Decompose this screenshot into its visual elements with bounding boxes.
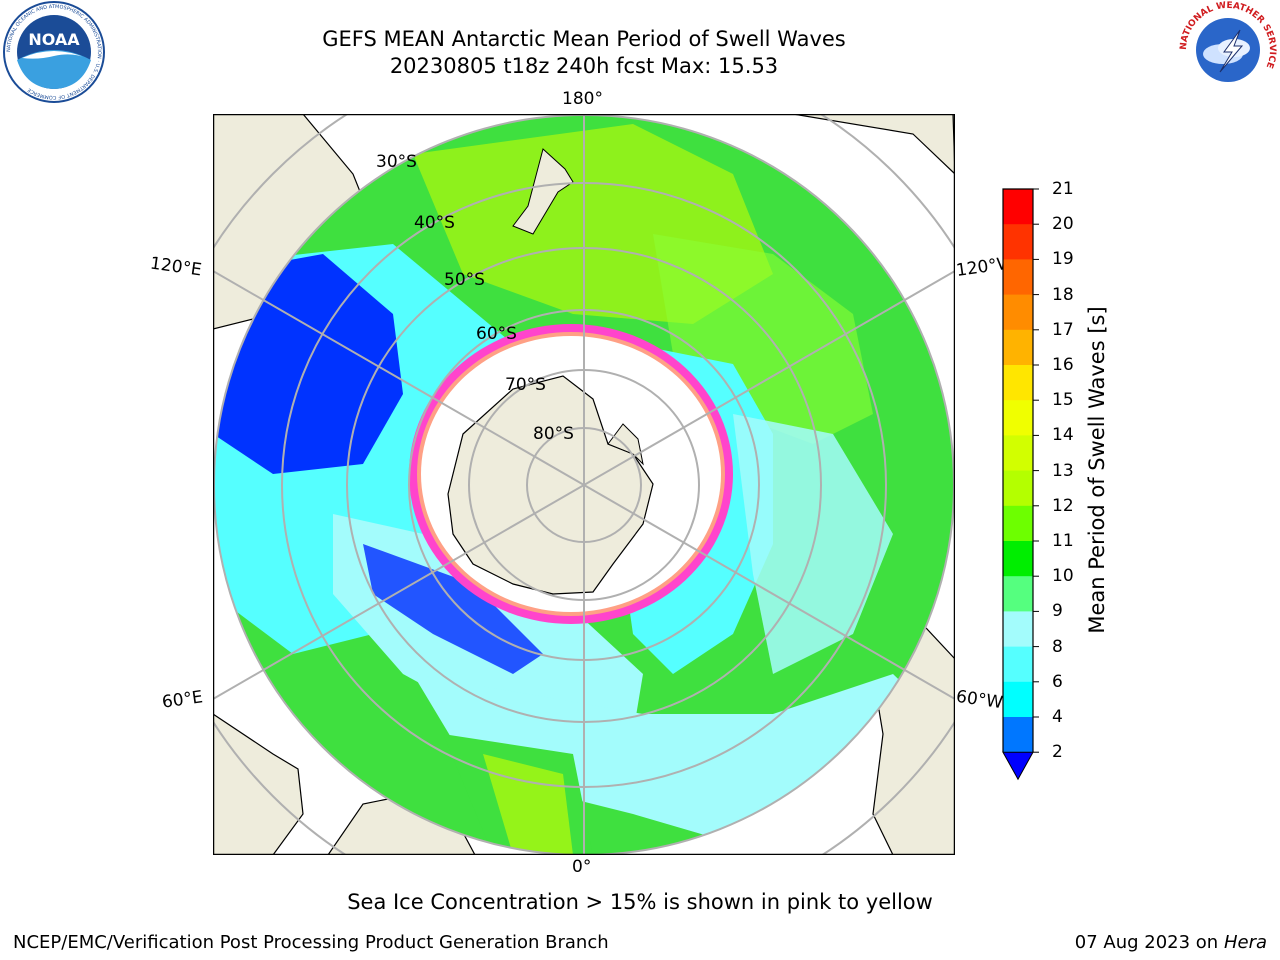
lat-label-60s: 60°S: [476, 324, 517, 344]
colorbar-bin: [1003, 611, 1033, 648]
colorbar-bin: [1003, 329, 1033, 366]
lat-label-80s: 80°S: [533, 424, 574, 444]
colorbar-bin: [1003, 717, 1033, 753]
footer-machine: Hera: [1223, 932, 1267, 953]
colorbar-tick-label: 9: [1052, 601, 1063, 622]
colorbar-tick-label: 2: [1052, 742, 1063, 763]
new-zealand: [512, 148, 574, 235]
colorbar-tick-label: 21: [1052, 179, 1074, 199]
colorbar-bin: [1003, 505, 1033, 542]
colorbar-tick-label: 11: [1052, 531, 1074, 551]
colorbar-bin: [1003, 224, 1033, 260]
colorbar-bin: [1003, 259, 1033, 296]
colorbar-bin: [1003, 435, 1033, 472]
colorbar-tick-label: 12: [1052, 495, 1074, 516]
colorbar-bin: [1003, 365, 1033, 401]
colorbar-bin: [1003, 681, 1033, 718]
colorbar-tick-label: 16: [1052, 355, 1074, 375]
colorbar-bin: [1003, 576, 1033, 612]
colorbar-tick-label: 10: [1052, 566, 1074, 587]
colorbar-tick-label: 13: [1052, 460, 1074, 481]
lat-label-70s: 70°S: [505, 375, 546, 395]
colorbar-tick-label: 4: [1052, 707, 1063, 727]
nws-logo: NATIONAL WEATHER SERVICE: [1179, 1, 1277, 98]
colorbar-bin: [1003, 470, 1033, 507]
noaa-logo-text: NOAA: [28, 30, 80, 49]
footer-date: 07 Aug 2023 on Hera: [1075, 932, 1267, 953]
lon-label-60e: 60°E: [160, 687, 205, 713]
lon-label-0: 0°: [572, 857, 592, 877]
caption: Sea Ice Concentration > 15% is shown in …: [0, 890, 1280, 914]
colorbar-tick-label: 20: [1052, 214, 1074, 235]
colorbar-tick-label: 17: [1052, 319, 1074, 340]
colorbar-tick-label: 6: [1052, 671, 1063, 692]
colorbar-bin: [1003, 294, 1033, 331]
colorbar-label: Mean Period of Swell Waves [s]: [1085, 306, 1109, 634]
footer-date-text: 07 Aug 2023 on: [1074, 932, 1219, 953]
chart-title: GEFS MEAN Antarctic Mean Period of Swell…: [322, 27, 846, 51]
colorbar-extend-arrow: [1002, 751, 1034, 781]
colorbar-tick-label: 19: [1052, 249, 1074, 270]
caption-text: Sea Ice Concentration > 15% is shown in …: [347, 890, 933, 914]
noaa-logo: NOAA NATIONAL OCEANIC AND ATMOSPHERIC AD…: [3, 1, 105, 103]
colorbar-bin: [1003, 541, 1033, 577]
colorbar-tick-label: 18: [1052, 284, 1074, 305]
lon-label-120e: 120°E: [148, 253, 203, 281]
colorbar: [1002, 188, 1039, 781]
colorbar-bin: [1003, 400, 1033, 436]
lon-label-180: 180°: [562, 89, 603, 109]
colorbar-tick-label: 8: [1052, 636, 1063, 657]
polar-map: [213, 114, 955, 855]
colorbar-tick-label: 15: [1052, 390, 1074, 411]
lat-label-50s: 50°S: [444, 270, 485, 290]
footer-credit: NCEP/EMC/Verification Post Processing Pr…: [13, 932, 609, 953]
colorbar-bin: [1003, 646, 1033, 683]
chart-subtitle: 20230805 t18z 240h fcst Max: 15.53: [389, 54, 779, 78]
colorbar-tick-label: 14: [1052, 425, 1074, 446]
colorbar-bin: [1003, 189, 1033, 225]
lat-label-40s: 40°S: [414, 213, 455, 233]
lat-label-30s: 30°S: [376, 152, 417, 172]
